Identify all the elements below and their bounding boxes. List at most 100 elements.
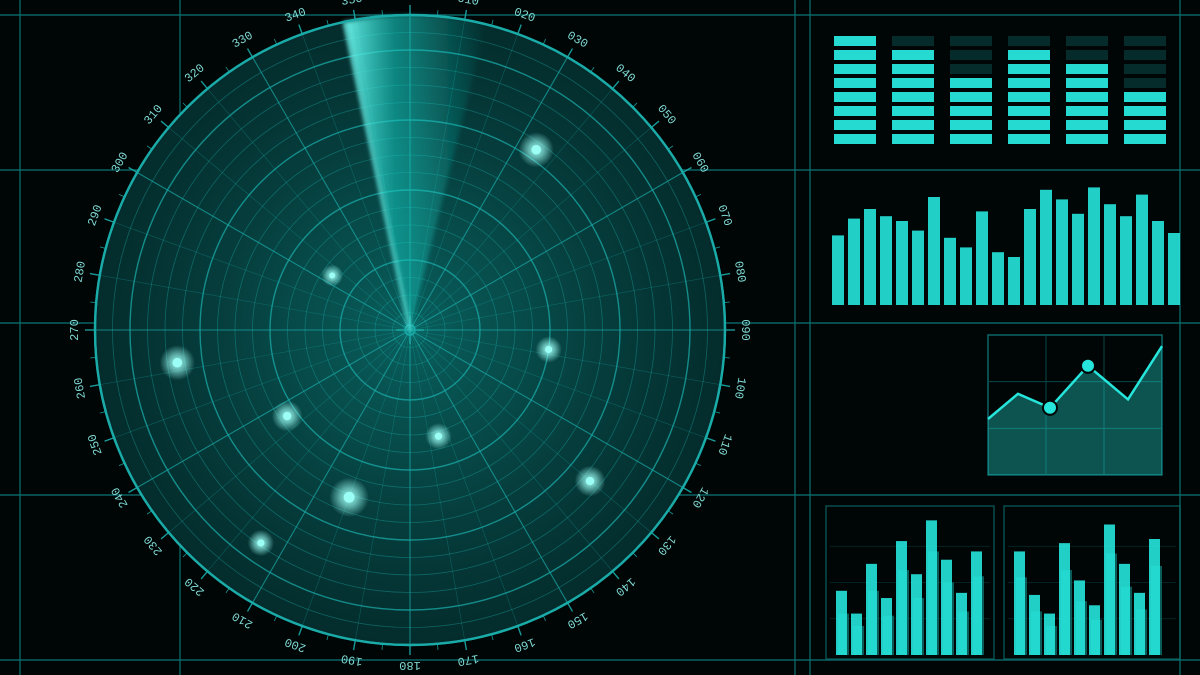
bar-front (1014, 551, 1025, 655)
bar (1152, 221, 1164, 305)
bar-front (926, 520, 937, 655)
eq-segment (1008, 64, 1050, 74)
bar (944, 238, 956, 305)
eq-segment (1008, 120, 1050, 130)
eq-segment (834, 134, 876, 144)
eq-segment (892, 64, 934, 74)
eq-segment (1066, 36, 1108, 46)
eq-segment (1008, 92, 1050, 102)
bar-front (1059, 543, 1070, 655)
bar-front (1044, 614, 1055, 655)
radar-blip-core (257, 539, 264, 546)
bar-front (836, 591, 847, 655)
eq-segment (950, 106, 992, 116)
bar (864, 209, 876, 305)
eq-segment (1008, 78, 1050, 88)
eq-segment (1066, 64, 1108, 74)
bar-front (851, 614, 862, 655)
eq-segment (1124, 120, 1166, 130)
bar (1056, 199, 1068, 305)
eq-segment (1066, 78, 1108, 88)
bar (880, 216, 892, 305)
bar-front (866, 564, 877, 655)
eq-segment (892, 134, 934, 144)
eq-segment (950, 134, 992, 144)
bar (992, 252, 1004, 305)
bar (1104, 204, 1116, 305)
bar-front (1089, 605, 1100, 655)
eq-segment (892, 106, 934, 116)
bar-front (1104, 525, 1115, 656)
radar-blip-core (531, 145, 541, 155)
bar (1120, 216, 1132, 305)
radar-blip-core (344, 492, 355, 503)
bar (976, 211, 988, 305)
radar-blip-core (586, 477, 594, 485)
bar (960, 247, 972, 305)
eq-segment (1124, 92, 1166, 102)
eq-segment (1008, 134, 1050, 144)
eq-segment (1066, 120, 1108, 130)
eq-segment (892, 92, 934, 102)
area-marker (1043, 401, 1057, 415)
eq-segment (950, 120, 992, 130)
eq-segment (1124, 78, 1166, 88)
bar (848, 219, 860, 305)
bar-front (1119, 564, 1130, 655)
radar-dashboard: 0000100200300400500600700800901001101201… (0, 0, 1200, 675)
bar (1024, 209, 1036, 305)
eq-segment (834, 36, 876, 46)
eq-segment (1066, 92, 1108, 102)
eq-segment (834, 78, 876, 88)
bar-front (956, 593, 967, 655)
radar-degree-label: 090 (738, 319, 752, 341)
bar-front (1029, 595, 1040, 655)
bar (1008, 257, 1020, 305)
eq-segment (892, 50, 934, 60)
eq-segment (834, 120, 876, 130)
eq-segment (892, 120, 934, 130)
eq-segment (1008, 50, 1050, 60)
eq-segment (950, 92, 992, 102)
radar-blip-core (435, 433, 442, 440)
bar (1088, 187, 1100, 305)
bar (832, 235, 844, 305)
eq-segment (892, 78, 934, 88)
bar (1136, 195, 1148, 305)
eq-segment (950, 78, 992, 88)
radar-degree-label: 000 (399, 0, 421, 2)
area-marker (1081, 359, 1095, 373)
eq-segment (950, 50, 992, 60)
eq-segment (1066, 106, 1108, 116)
radar-blip-core (283, 412, 291, 420)
eq-segment (950, 36, 992, 46)
bar-front (1149, 539, 1160, 655)
bar-front (1134, 593, 1145, 655)
bar-front (896, 541, 907, 655)
eq-segment (1008, 106, 1050, 116)
bar (912, 231, 924, 305)
eq-segment (1124, 36, 1166, 46)
bar (928, 197, 940, 305)
radar-degree-label: 180 (399, 658, 421, 672)
radar-degree-label: 270 (68, 319, 82, 341)
eq-segment (1124, 106, 1166, 116)
bar (1040, 190, 1052, 305)
bar (1168, 233, 1180, 305)
radar-blip-core (329, 273, 335, 279)
eq-segment (1066, 134, 1108, 144)
radar-blip-core (172, 358, 182, 368)
eq-segment (834, 64, 876, 74)
eq-segment (1008, 36, 1050, 46)
eq-segment (834, 106, 876, 116)
radar-blip-core (545, 346, 552, 353)
bar (896, 221, 908, 305)
bar-front (1074, 580, 1085, 655)
eq-segment (834, 92, 876, 102)
eq-segment (1124, 134, 1166, 144)
bar-front (971, 551, 982, 655)
eq-segment (834, 50, 876, 60)
bar-front (881, 598, 892, 655)
bar-front (911, 574, 922, 655)
eq-segment (1124, 50, 1166, 60)
